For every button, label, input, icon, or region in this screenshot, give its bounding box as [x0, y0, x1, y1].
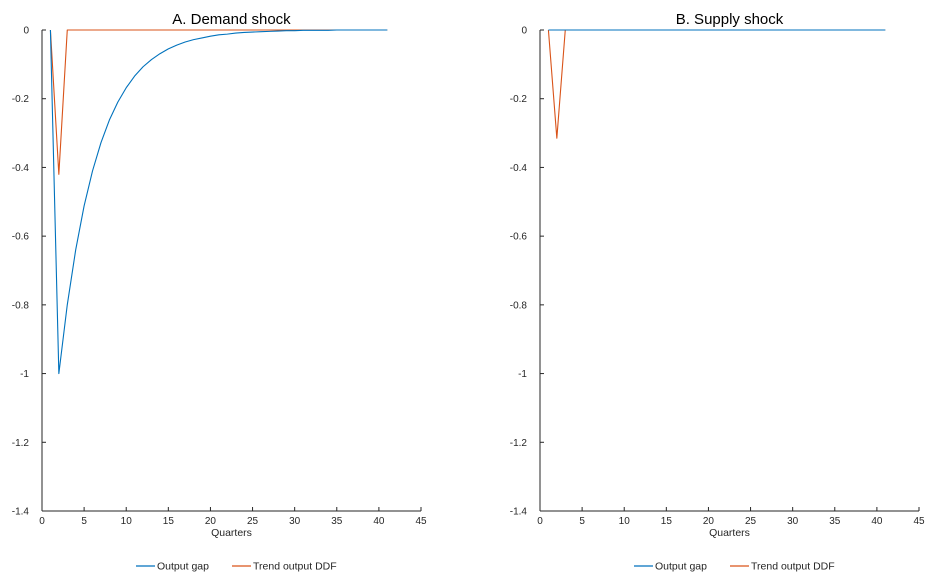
y-tick-label: -0.2 [510, 94, 528, 105]
y-tick-label: -1.2 [510, 438, 528, 449]
x-tick-label: 30 [289, 516, 301, 527]
x-tick-label: 35 [331, 516, 343, 527]
chart-panel-a: A. Demand shock 0 -0.2 -0.4 -0.6 -0.8 -1 -1.2 -1… [12, 11, 427, 573]
y-tick-label: 0 [521, 26, 527, 37]
chart-title: A. Demand shock [172, 11, 291, 28]
x-tick-label: 25 [745, 516, 757, 527]
series-line-trend-output-ddf [49, 29, 388, 175]
series-line-trend-output-ddf [547, 29, 886, 139]
x-tick-label: 0 [537, 516, 543, 527]
y-tick-label: -0.2 [12, 94, 30, 105]
y-tick-label: -1.4 [510, 507, 528, 518]
legend-entry: Output gap [157, 561, 209, 573]
x-tick-label: 25 [247, 516, 259, 527]
legend-entry: Trend output DDF [751, 561, 835, 573]
y-tick-label: -1.2 [12, 438, 30, 449]
y-tick-label: -1 [518, 369, 527, 380]
y-tick-label: -0.4 [12, 163, 30, 174]
y-tick-label: -1.4 [12, 507, 30, 518]
y-tick-label: -0.8 [510, 300, 528, 311]
x-tick-label: 5 [579, 516, 585, 527]
x-tick-label: 0 [39, 516, 45, 527]
x-tick-label: 45 [913, 516, 925, 527]
x-tick-label: 20 [205, 516, 217, 527]
x-tick-label: 35 [829, 516, 841, 527]
y-tick-label: -1 [20, 369, 29, 380]
legend: Output gap Trend output DDF [634, 561, 835, 573]
series-line-output-gap [49, 29, 388, 375]
x-tick-label: 5 [81, 516, 87, 527]
y-tick-label: -0.8 [12, 300, 30, 311]
x-tick-label: 40 [373, 516, 385, 527]
legend-entry: Output gap [655, 561, 707, 573]
legend-entry: Trend output DDF [253, 561, 337, 573]
x-tick-label: 15 [661, 516, 673, 527]
y-tick-label: -0.6 [510, 232, 528, 243]
y-tick-label: -0.6 [12, 232, 30, 243]
legend: Output gap Trend output DDF [136, 561, 337, 573]
x-axis-label: Quarters [211, 527, 252, 539]
x-axis-label: Quarters [709, 527, 750, 539]
x-tick-label: 40 [871, 516, 883, 527]
x-tick-label: 10 [619, 516, 631, 527]
y-tick-label: 0 [23, 26, 29, 37]
chart-title: B. Supply shock [676, 11, 784, 28]
x-tick-label: 20 [703, 516, 715, 527]
x-tick-label: 10 [121, 516, 133, 527]
x-tick-label: 30 [787, 516, 799, 527]
x-tick-label: 15 [163, 516, 175, 527]
chart-panel-b: B. Supply shock 0 -0.2 -0.4 -0.6 -0.8 -1 -1.2 -1… [510, 11, 925, 573]
x-tick-label: 45 [415, 516, 427, 527]
y-tick-label: -0.4 [510, 163, 528, 174]
